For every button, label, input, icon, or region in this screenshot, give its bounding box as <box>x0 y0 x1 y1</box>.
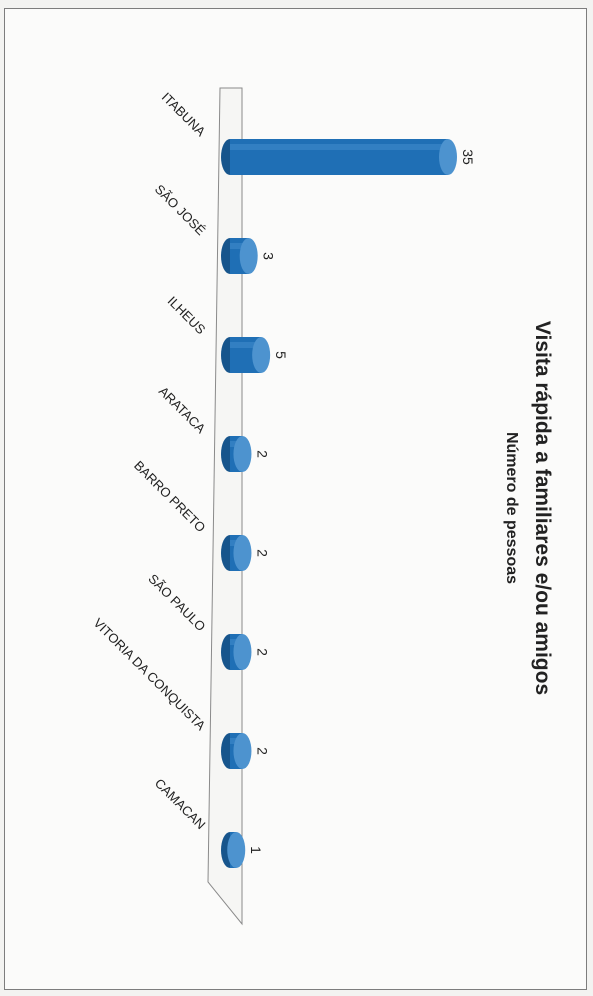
category-labels-group: ITABUNA SÃO JOSÉ ILHEUS ARATACA BARRO PRETO S… <box>90 89 208 832</box>
bar-sao-jose <box>221 238 258 274</box>
bar-sao-paulo <box>221 634 252 670</box>
value-label-arataca: 2 <box>254 450 270 458</box>
bar-cap-itabuna <box>439 139 457 175</box>
category-label-itabuna: ITABUNA <box>159 89 209 139</box>
bar-cap-barro-preto <box>233 535 252 571</box>
value-label-vitoria-da-conquista: 2 <box>254 747 270 755</box>
value-label-sao-paulo: 2 <box>254 648 270 656</box>
value-label-barro-preto: 2 <box>254 549 270 557</box>
value-label-itabuna: 35 <box>460 149 476 165</box>
bar-cap-arataca <box>233 436 252 472</box>
category-label-sao-paulo: SÃO PAULO <box>145 571 208 634</box>
bar-highlight-sao-jose <box>230 243 249 249</box>
chart-floor <box>207 87 243 926</box>
chart-title: Visita rápida a familiares e/ou amigos <box>531 321 554 695</box>
bar-cap-sao-jose <box>239 238 258 274</box>
category-label-camacan: CAMACAN <box>152 776 209 833</box>
value-label-camacan: 1 <box>248 846 264 854</box>
bar-camacan <box>221 832 246 868</box>
bar-ilheus <box>221 337 271 373</box>
category-label-sao-jose: SÃO JOSÉ <box>152 182 209 239</box>
value-label-sao-jose: 3 <box>261 252 277 260</box>
value-label-ilheus: 5 <box>273 351 289 359</box>
category-label-ilheus: ILHEUS <box>165 293 209 337</box>
chart-subtitle: Número de pessoas <box>503 432 520 584</box>
bar-vitoria-da-conquista <box>221 733 252 769</box>
bar-highlight-itabuna <box>230 144 448 150</box>
bar-cap-sao-paulo <box>233 634 252 670</box>
category-label-vitoria-da-conquista: VITORIA DA CONQUISTA <box>90 615 208 733</box>
bars-group <box>221 139 457 868</box>
bar-itabuna <box>221 139 457 175</box>
bar-barro-preto <box>221 535 252 571</box>
bar-cap-ilheus <box>252 337 271 373</box>
category-label-arataca: ARATACA <box>156 383 209 436</box>
bar-arataca <box>221 436 252 472</box>
bar-cap-vitoria-da-conquista <box>233 733 252 769</box>
category-label-barro-preto: BARRO PRETO <box>131 458 208 535</box>
bar-highlight-ilheus <box>230 342 262 348</box>
bar-cap-camacan <box>227 832 246 868</box>
